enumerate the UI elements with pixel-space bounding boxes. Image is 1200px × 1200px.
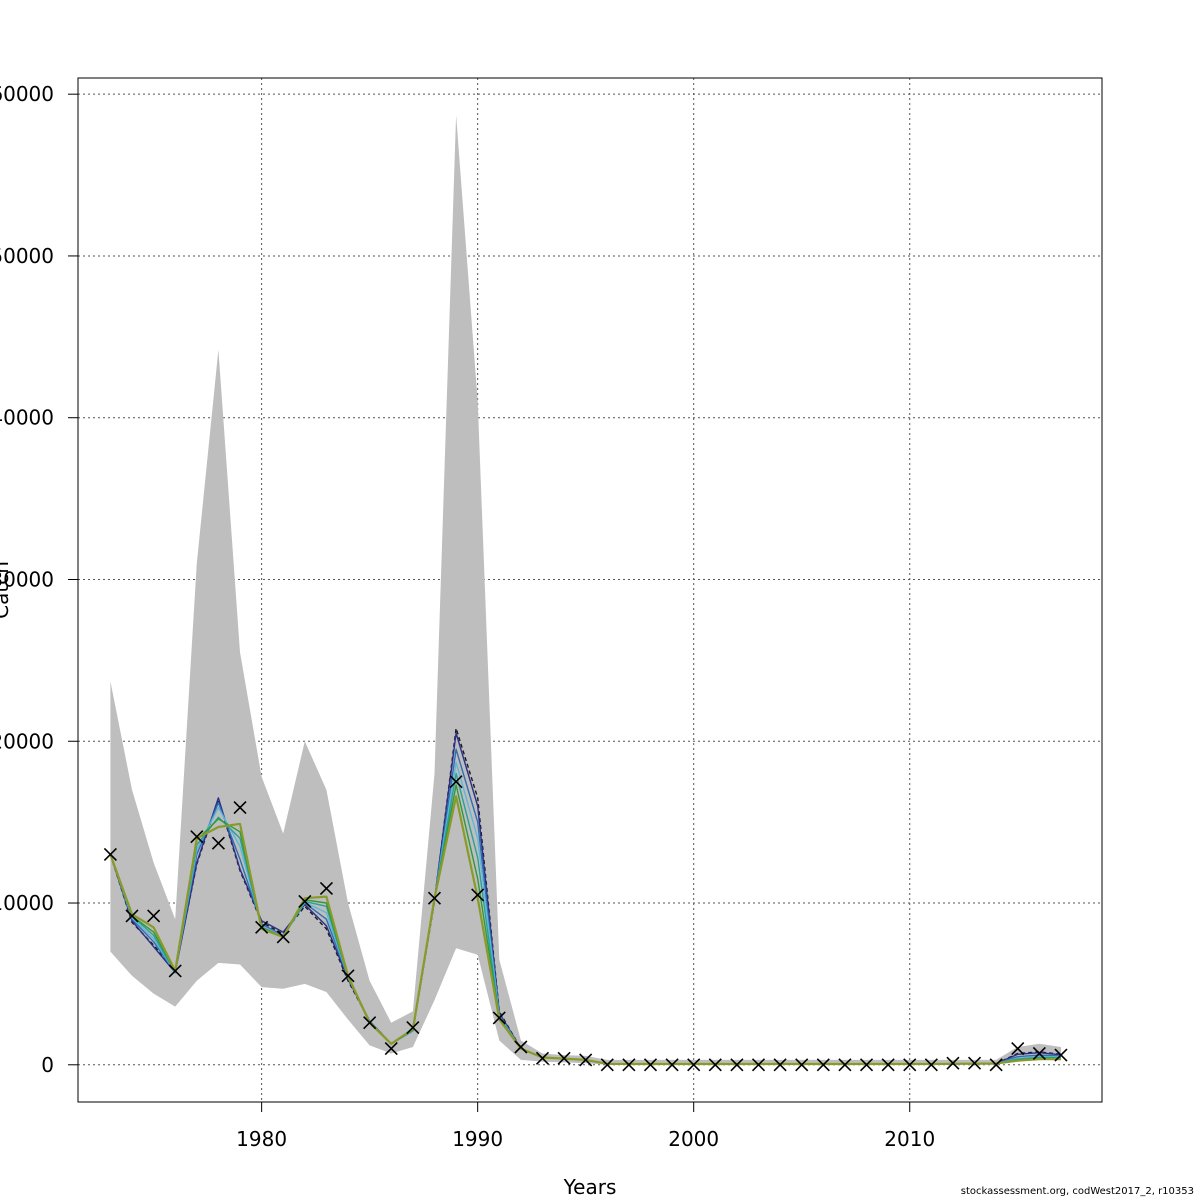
x-tick-label-2000: 2000 (668, 1127, 719, 1151)
observed-point-1995 (579, 1053, 593, 1067)
observed-point-2016 (1032, 1046, 1046, 1061)
observed-point-1994 (557, 1051, 571, 1065)
observed-point-1982 (298, 894, 312, 908)
observed-point-2008 (859, 1058, 874, 1072)
observed-point-2009 (881, 1058, 895, 1072)
observed-point-2010 (903, 1058, 917, 1072)
observed-point-1987 (406, 1021, 420, 1035)
observed-point-1999 (665, 1058, 679, 1072)
observed-point-1984 (341, 969, 355, 983)
confidence-band-area (110, 115, 1061, 1065)
y-tick-label-50000: 50000 (0, 244, 54, 268)
credit-text: stockassessment.org, codWest2017_2, r103… (960, 1186, 1194, 1197)
observed-point-1975 (147, 909, 161, 923)
observed-point-2015 (1011, 1042, 1025, 1056)
y-axis-title: Catch (0, 561, 13, 619)
observed-point-1996 (600, 1058, 614, 1072)
x-axis-ticks: 1980 1990 2000 2010 (236, 1102, 935, 1151)
observed-point-2003 (751, 1058, 766, 1072)
observed-point-1991 (492, 1011, 506, 1025)
y-tick-label-60000: 60000 (0, 82, 54, 106)
observed-point-1986 (384, 1042, 398, 1056)
observed-point-2014 (989, 1058, 1003, 1072)
observed-point-2012 (946, 1056, 960, 1070)
y-tick-label-20000: 20000 (0, 729, 54, 753)
observed-point-1977 (190, 830, 204, 844)
observed-point-2013 (967, 1056, 982, 1070)
observed-point-1976 (168, 964, 182, 978)
y-tick-label-0: 0 (41, 1053, 54, 1077)
observed-point-2007 (838, 1058, 852, 1072)
x-axis-title: Years (563, 1175, 617, 1199)
observed-point-1998 (643, 1058, 658, 1072)
observed-point-2011 (924, 1058, 938, 1072)
x-tick-label-2010: 2010 (884, 1127, 935, 1151)
x-tick-label-1990: 1990 (452, 1127, 503, 1151)
observed-point-1997 (622, 1058, 636, 1072)
observed-point-1980 (255, 920, 269, 934)
plot-frame (77, 77, 1103, 1103)
observed-point-2006 (816, 1058, 830, 1072)
observed-point-1974 (125, 909, 139, 923)
observed-point-1985 (363, 1016, 377, 1030)
y-tick-label-30000: 30000 (0, 567, 54, 591)
observed-point-1978 (211, 836, 225, 850)
x-tick-label-1980: 1980 (236, 1127, 287, 1151)
observed-point-2005 (795, 1058, 809, 1072)
observed-point-2001 (708, 1058, 722, 1072)
observed-point-1981 (276, 930, 290, 944)
observed-point-1988 (427, 891, 442, 905)
observed-point-1993 (535, 1051, 550, 1065)
y-tick-label-40000: 40000 (0, 406, 54, 430)
observed-point-1973 (103, 847, 117, 862)
observed-point-2000 (687, 1058, 701, 1072)
observed-point-2002 (730, 1058, 744, 1072)
observed-point-2017 (1054, 1048, 1068, 1062)
confidence-band (110, 115, 1061, 1065)
observed-point-1989 (449, 775, 463, 789)
observed-point-1990 (471, 888, 485, 902)
observed-markers (103, 775, 1068, 1072)
observed-point-2004 (773, 1058, 787, 1072)
observed-point-1979 (233, 801, 247, 815)
observed-point-1992 (514, 1040, 528, 1054)
observed-point-1983 (319, 881, 334, 896)
